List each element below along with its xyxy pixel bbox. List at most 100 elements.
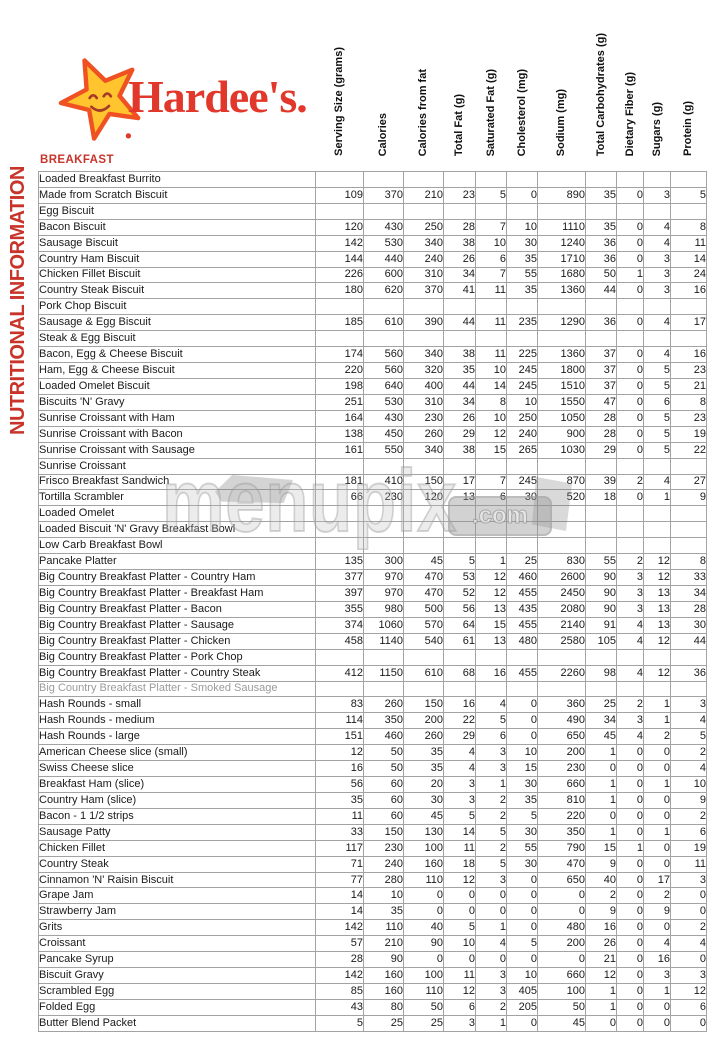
value-cell: 150 xyxy=(403,696,444,714)
value-cell: 530 xyxy=(363,234,404,252)
value-cell: 57 xyxy=(315,935,364,953)
value-cell xyxy=(475,648,507,666)
value-cell: 30 xyxy=(403,791,444,809)
value-cell xyxy=(537,680,586,698)
value-cell: 251 xyxy=(315,393,364,411)
value-cell xyxy=(537,202,586,220)
value-cell xyxy=(443,330,476,348)
value-cell: 35 xyxy=(403,760,444,778)
value-cell: 790 xyxy=(537,839,586,857)
column-header: Calories xyxy=(377,112,389,156)
value-cell: 114 xyxy=(315,712,364,730)
value-cell: 45 xyxy=(403,807,444,825)
table-row: Loaded Omelet xyxy=(38,505,707,523)
value-cell: 0 xyxy=(616,234,644,252)
value-cell: 2 xyxy=(475,839,507,857)
value-cell: 55 xyxy=(506,266,538,284)
value-cell: 10 xyxy=(506,218,538,236)
value-cell: 2 xyxy=(643,728,671,746)
value-cell: 16 xyxy=(585,919,617,937)
table-row: Frisco Breakfast Sandwich 181 410 150 17 7 245… xyxy=(38,473,707,491)
value-cell: 90 xyxy=(585,584,617,602)
value-cell: 55 xyxy=(585,553,617,571)
value-cell: 0 xyxy=(585,760,617,778)
value-cell: 0 xyxy=(506,728,538,746)
value-cell: 3 xyxy=(670,696,707,714)
item-name: Strawberry Jam xyxy=(38,903,316,921)
value-cell: 570 xyxy=(403,616,444,634)
value-cell: 2 xyxy=(616,696,644,714)
table-row: Big Country Breakfast Platter - Smoked S… xyxy=(38,680,707,698)
hardees-logo: Hardee's. xyxy=(52,52,312,144)
value-cell: 0 xyxy=(506,951,538,969)
table-row: Scrambled Egg 85 160 110 12 3 405 100 1 0 1 12 xyxy=(38,983,707,1000)
value-cell: 36 xyxy=(585,250,617,268)
item-name: Pancake Syrup xyxy=(38,951,316,969)
value-cell: 16 xyxy=(443,696,476,714)
value-cell: 2260 xyxy=(537,664,586,682)
item-name: Chicken Fillet Biscuit xyxy=(38,266,316,284)
value-cell: 0 xyxy=(585,1014,617,1033)
value-cell: 0 xyxy=(443,951,476,969)
value-cell: 9 xyxy=(670,791,707,809)
table-row: Country Steak 71 240 160 18 5 30 470 9 0 0 11 xyxy=(38,855,707,873)
value-cell: 650 xyxy=(537,728,586,746)
value-cell: 30 xyxy=(506,489,538,507)
table-row: Hash Rounds - medium 114 350 200 22 5 0 490 34 3 1… xyxy=(38,712,707,730)
value-cell: 455 xyxy=(506,664,538,682)
table-body: Loaded Breakfast Burrito Made from Scratc… xyxy=(38,171,707,1033)
value-cell: 435 xyxy=(506,600,538,618)
value-cell: 14 xyxy=(443,823,476,841)
item-name: Grits xyxy=(38,919,316,937)
value-cell: 5 xyxy=(443,919,476,937)
value-cell: 13 xyxy=(475,632,507,650)
value-cell xyxy=(443,521,476,539)
value-cell: 181 xyxy=(315,473,364,491)
value-cell xyxy=(475,505,507,523)
value-cell: 1 xyxy=(585,823,617,841)
value-cell xyxy=(616,537,644,555)
value-cell: 5 xyxy=(643,409,671,427)
value-cell xyxy=(643,648,671,666)
item-name: Hash Rounds - large xyxy=(38,728,316,746)
value-cell xyxy=(403,648,444,666)
value-cell: 11 xyxy=(443,839,476,857)
value-cell xyxy=(670,505,707,523)
value-cell: 110 xyxy=(403,871,444,889)
value-cell: 90 xyxy=(585,600,617,618)
value-cell: 1 xyxy=(643,696,671,714)
value-cell xyxy=(315,505,364,523)
value-cell: 4 xyxy=(443,760,476,778)
value-cell: 0 xyxy=(616,186,644,204)
value-cell: 245 xyxy=(506,473,538,491)
value-cell: 2080 xyxy=(537,600,586,618)
value-cell: 25 xyxy=(363,1014,404,1033)
value-cell: 90 xyxy=(403,935,444,953)
value-cell xyxy=(475,680,507,698)
value-cell: 3 xyxy=(475,744,507,762)
value-cell: 600 xyxy=(363,266,404,284)
value-cell: 3 xyxy=(475,871,507,889)
value-cell: 160 xyxy=(363,967,404,985)
item-name: Big Country Breakfast Platter - Country … xyxy=(38,664,316,682)
value-cell: 220 xyxy=(537,807,586,825)
value-cell: 245 xyxy=(506,377,538,395)
value-cell: 530 xyxy=(363,393,404,411)
value-cell: 45 xyxy=(585,728,617,746)
value-cell: 35 xyxy=(506,791,538,809)
value-cell: 45 xyxy=(537,1014,586,1033)
value-cell: 10 xyxy=(670,776,707,793)
value-cell: 22 xyxy=(443,712,476,730)
value-cell: 44 xyxy=(443,314,476,332)
value-cell: 0 xyxy=(506,903,538,921)
value-cell: 360 xyxy=(537,696,586,714)
value-cell: 16 xyxy=(643,951,671,969)
value-cell: 4 xyxy=(643,346,671,364)
item-name: Big Country Breakfast Platter - Breakfas… xyxy=(38,584,316,602)
value-cell: 2 xyxy=(475,998,507,1016)
value-cell xyxy=(585,521,617,539)
value-cell: 2 xyxy=(616,553,644,571)
item-name: Butter Blend Packet xyxy=(38,1014,316,1033)
value-cell: 35 xyxy=(585,186,617,204)
